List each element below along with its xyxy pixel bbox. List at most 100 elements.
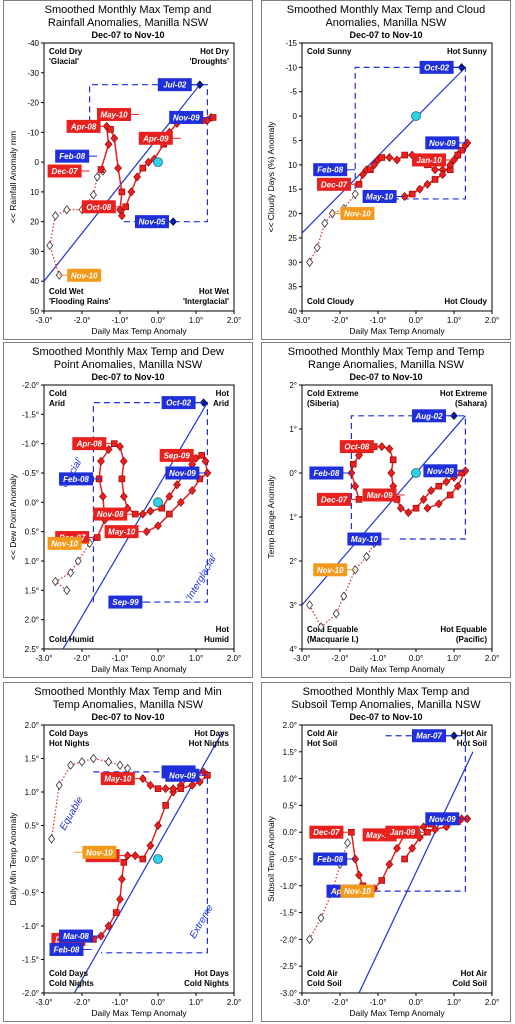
y-tick-label: -15 xyxy=(285,39,297,48)
callout-label: Nov-10 xyxy=(344,210,371,219)
x-tick-label: -3.0° xyxy=(36,316,53,325)
y-tick-label: 2.5° xyxy=(25,645,39,654)
x-tick-label: -3.0° xyxy=(36,654,53,663)
quadrant-label-br: Hot Cloudy xyxy=(444,297,487,306)
callout-box xyxy=(412,153,446,167)
x-axis-label: Daily Max Temp Anomaly xyxy=(91,326,187,336)
pre-period-point xyxy=(55,780,63,790)
plot-area xyxy=(43,384,235,650)
period-point xyxy=(458,146,465,154)
y-tick-label: -1.0° xyxy=(22,922,39,931)
x-tick-label: 2.0° xyxy=(485,654,499,663)
x-tick-label: -3.0° xyxy=(294,654,311,663)
reference-dashed-path xyxy=(88,84,208,223)
quadrant-label-tl: 'Glacial' xyxy=(49,57,79,66)
x-tick-label: 0.0° xyxy=(409,316,423,325)
quadrant-label-tr: Hot Air xyxy=(461,729,487,738)
callout-label: Oct-02 xyxy=(166,399,191,408)
y-tick-label: -5 xyxy=(290,88,298,97)
period-point xyxy=(120,859,128,866)
callout-box xyxy=(317,492,351,506)
callout-box xyxy=(423,464,458,478)
callout-label: Oct-08 xyxy=(86,203,111,212)
chart-title: Smoothed Monthly Max Temp and Temp Range… xyxy=(262,346,510,372)
quadrant-label-br: Cold Nights xyxy=(184,979,229,988)
callout-box xyxy=(347,532,382,546)
period-point xyxy=(146,506,155,516)
chart-title: Smoothed Monthly Max Temp and Subsoil Te… xyxy=(262,686,510,712)
period-point xyxy=(131,851,140,861)
reference-dashed-path xyxy=(93,771,208,954)
period-point xyxy=(408,190,416,198)
quadrant-label-bl: Cold Soil xyxy=(307,979,342,988)
quadrant-label-tr: Hot xyxy=(216,389,230,398)
period-point xyxy=(104,921,113,931)
callout-label: Apr-08 xyxy=(76,440,103,449)
x-axis-label: Daily Max Temp Anomaly xyxy=(91,1008,187,1018)
y-tick-label: 15 xyxy=(288,185,297,194)
x-tick-label: -2.0° xyxy=(332,998,349,1007)
trend-line xyxy=(301,66,466,234)
y-tick-label: 30 xyxy=(288,258,297,267)
chart-title-line1: Smoothed Monthly Max Temp and xyxy=(302,686,470,698)
callout-label: Sep-99 xyxy=(112,598,139,607)
callout-label: Aug-02 xyxy=(414,412,443,421)
period-point xyxy=(446,491,454,499)
x-tick-label: 2.0° xyxy=(485,998,499,1007)
chart-panel-mintemp: Smoothed Monthly Max Temp and Min Temp A… xyxy=(3,682,253,1022)
period-point xyxy=(154,785,162,792)
quadrant-label-tr: (Sahara) xyxy=(455,399,487,408)
y-tick-label: 10 xyxy=(30,188,39,197)
quadrant-label-bl: (Macquarie I.) xyxy=(307,635,359,644)
chart-title-line2: Point Anomalies, Manilla NSW xyxy=(53,359,203,371)
x-tick-label: -2.0° xyxy=(74,316,91,325)
period-point xyxy=(118,211,126,221)
y-tick-label: -1.5° xyxy=(280,909,297,918)
x-tick-label: 1.0° xyxy=(447,654,461,663)
callout-box xyxy=(55,149,90,163)
callout-box xyxy=(169,110,204,124)
pre-period-point xyxy=(48,834,56,844)
origin-marker xyxy=(153,157,163,168)
period-point xyxy=(370,160,379,170)
reference-dashed-path xyxy=(350,415,466,540)
callout-box xyxy=(317,177,351,191)
callout-box xyxy=(339,440,374,454)
quadrant-label-tl: Cold Days xyxy=(49,729,89,738)
callout-box xyxy=(313,852,348,866)
period-point xyxy=(367,166,374,173)
callout-label: May-10 xyxy=(108,528,136,537)
pre-period-point xyxy=(63,585,71,595)
x-tick-label: 0.0° xyxy=(151,998,165,1007)
callout-box xyxy=(425,136,460,150)
quadrant-label-tl: Arid xyxy=(49,399,65,408)
y-tick-label: 1° xyxy=(289,513,297,522)
chart-panel-cloud: Smoothed Monthly Max Temp and Cloud Anom… xyxy=(261,0,511,340)
callout-label: Nov-05 xyxy=(139,218,166,227)
chart-title: Smoothed Monthly Max Temp and Rainfall A… xyxy=(4,4,252,30)
callout-label: Nov-08 xyxy=(97,510,124,519)
chart-subtitle: Dec-07 to Nov-10 xyxy=(349,30,423,40)
callout-label: May-10 xyxy=(366,192,394,201)
quadrant-label-br: Hot Equable xyxy=(440,625,487,634)
callout-label: Jan-09 xyxy=(390,828,416,837)
callout-label: Nov-10 xyxy=(71,271,98,280)
period-point xyxy=(173,480,181,490)
origin-marker xyxy=(153,854,163,864)
x-axis-label: Daily Max Temp Anomaly xyxy=(91,664,187,674)
callout-box xyxy=(362,189,397,203)
callout-box xyxy=(59,472,93,486)
x-tick-label: 2.0° xyxy=(227,316,241,325)
chart-title-line2: Subsoil Temp Anomalies, Manilla NSW xyxy=(291,699,481,711)
x-tick-label: -1.0° xyxy=(112,998,129,1007)
quadrant-label-tr: Hot Sunny xyxy=(447,47,488,56)
chart-subtitle: Dec-07 to Nov-10 xyxy=(91,712,165,722)
y-tick-label: -0.5° xyxy=(22,469,39,478)
chart-panel-temprange: Smoothed Monthly Max Temp and Temp Range… xyxy=(261,342,511,678)
x-tick-label: 2.0° xyxy=(485,316,499,325)
pre-period-point xyxy=(51,576,59,587)
period-point xyxy=(138,509,147,519)
y-tick-label: 1.5° xyxy=(25,586,39,595)
y-tick-label: -2.0° xyxy=(280,935,297,944)
y-tick-label: 1.5° xyxy=(25,755,39,764)
